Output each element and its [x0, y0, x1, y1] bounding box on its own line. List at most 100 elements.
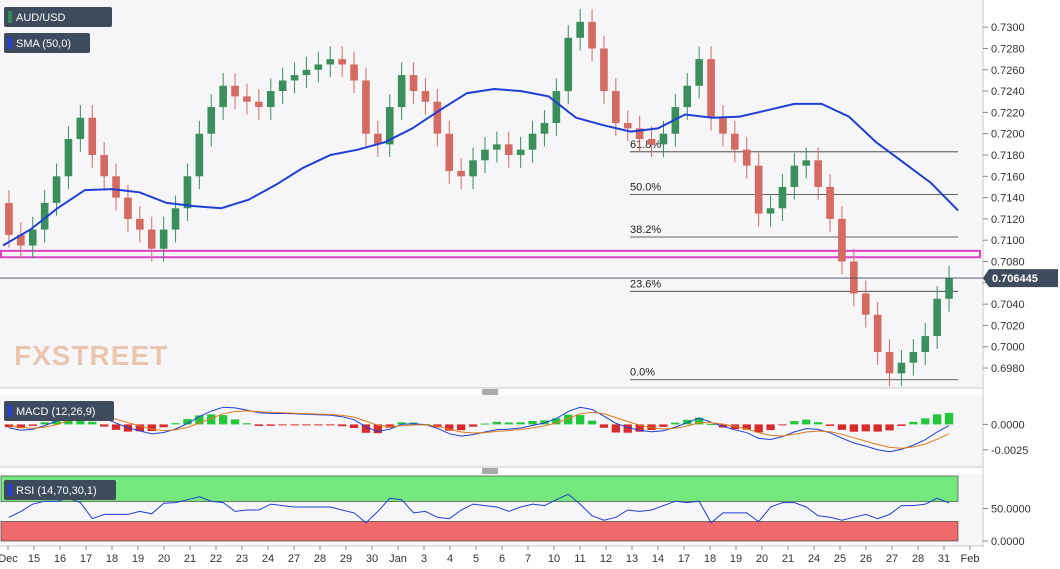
- candle-body: [231, 85, 239, 97]
- candle-body: [314, 64, 323, 70]
- macd-histogram-bar: [111, 424, 121, 430]
- x-tick-label: 27: [886, 553, 898, 565]
- macd-histogram-bar: [373, 424, 383, 434]
- candle-body: [719, 117, 727, 134]
- candle-body: [683, 85, 692, 108]
- candle-body: [207, 107, 216, 134]
- sma-line: [2, 87, 959, 247]
- price-tick-label: 0.7240: [991, 86, 1025, 98]
- candle-body: [136, 218, 144, 230]
- macd-histogram-bar: [873, 424, 882, 432]
- x-tick-label: 28: [912, 553, 924, 565]
- macd-histogram-bar: [397, 422, 406, 425]
- macd-histogram-bar: [326, 424, 335, 426]
- macd-histogram-bar: [742, 424, 751, 430]
- candle-body: [374, 133, 382, 145]
- price-tick-label: 0.7120: [991, 214, 1025, 226]
- sma-tag[interactable]: SMA (50,0): [4, 33, 90, 53]
- symbol-tag[interactable]: AUD/USD: [4, 7, 112, 27]
- candle-body: [409, 75, 418, 92]
- macd-histogram-bar: [40, 422, 49, 425]
- x-tick-label: 6: [499, 553, 505, 565]
- support-rectangle: [0, 249, 981, 259]
- macd-histogram-bar: [171, 423, 180, 425]
- macd-histogram-bar: [825, 424, 835, 426]
- macd-histogram-bar: [528, 421, 537, 425]
- candle-body: [124, 197, 132, 219]
- rsi-oversold-zone: [0, 521, 959, 542]
- candle-body: [778, 186, 787, 209]
- x-tick-label: 26: [860, 553, 872, 565]
- candle-body: [695, 59, 703, 86]
- candle-body: [362, 80, 370, 134]
- candle-body: [600, 48, 608, 92]
- candle-body: [921, 336, 930, 353]
- watermark: FXSTREET: [14, 340, 168, 371]
- x-tick-label: 20: [756, 553, 768, 565]
- macd-histogram-bar: [480, 423, 490, 425]
- x-tick-label: 17: [678, 553, 690, 565]
- x-tick-label: 19: [730, 553, 742, 565]
- candle-body: [243, 96, 251, 102]
- candle-body: [52, 176, 61, 203]
- macd-histogram-bar: [599, 424, 609, 428]
- candle-body: [516, 149, 525, 155]
- macd-histogram-bar: [456, 424, 466, 431]
- macd-histogram-bar: [897, 424, 906, 427]
- price-tick-label: 0.7200: [991, 129, 1025, 141]
- candle-body: [40, 202, 49, 230]
- macd-tick-label: 0.0000: [991, 419, 1025, 431]
- x-tick-label: 22: [210, 553, 222, 565]
- x-tick-label: 18: [704, 553, 716, 565]
- candle-body: [421, 91, 430, 102]
- x-tick-label: 19: [132, 553, 144, 565]
- macd-histogram-bar: [230, 419, 240, 425]
- macd-histogram-bar: [944, 412, 954, 425]
- price-tick-label: 0.7000: [991, 342, 1025, 354]
- x-tick-label: 23: [236, 553, 248, 565]
- macd-histogram-bar: [802, 419, 811, 425]
- candle-body: [112, 176, 120, 198]
- candle-body: [17, 234, 25, 246]
- x-tick-label: 17: [80, 553, 92, 565]
- macd-histogram-bar: [587, 420, 597, 425]
- macd-histogram-bar: [564, 414, 573, 425]
- price-tick-label: 0.7180: [991, 150, 1025, 162]
- last-price-tag: [983, 269, 1058, 288]
- candle-body: [326, 59, 335, 65]
- macd-histogram-bar: [52, 419, 61, 425]
- panel-resize-handle-2[interactable]: [482, 468, 498, 474]
- candle-body: [909, 352, 918, 363]
- x-tick-label: 14: [652, 553, 664, 565]
- x-tick-label: 28: [314, 553, 326, 565]
- x-tick-label: 30: [366, 553, 378, 565]
- macd-tick-label: -0.0025: [991, 445, 1028, 457]
- macd-histogram-bar: [778, 424, 787, 426]
- candle-body: [802, 160, 811, 166]
- candle-body: [945, 278, 953, 299]
- macd-histogram-bar: [813, 422, 823, 425]
- candle-body: [576, 21, 584, 38]
- candle-body: [873, 314, 882, 353]
- candle-body: [481, 149, 489, 161]
- candle-body: [826, 186, 834, 219]
- candle-body: [76, 117, 85, 140]
- panel-resize-handle-1[interactable]: [482, 389, 498, 395]
- macd-histogram-bar: [683, 419, 692, 425]
- last-price: 0.706445: [0, 269, 1058, 288]
- macd-histogram-bar: [207, 414, 216, 425]
- candle-body: [219, 85, 227, 108]
- candle-body: [171, 208, 180, 230]
- x-tick-label: 24: [262, 553, 274, 565]
- candle-body: [28, 229, 37, 246]
- macd-histogram-bar: [242, 423, 252, 425]
- candle-body: [659, 133, 668, 145]
- price-tick-label: 0.7100: [991, 235, 1025, 247]
- rsi-tag[interactable]: RSI (14,70,30,1): [4, 480, 116, 500]
- candle-body: [350, 64, 358, 81]
- macd-tag[interactable]: MACD (12,26,9): [4, 401, 114, 421]
- candle-body: [814, 160, 822, 187]
- macd-histogram-bar: [671, 422, 680, 425]
- rsi-tick-label: 50.0000: [991, 504, 1031, 516]
- macd-histogram-bar: [254, 424, 264, 427]
